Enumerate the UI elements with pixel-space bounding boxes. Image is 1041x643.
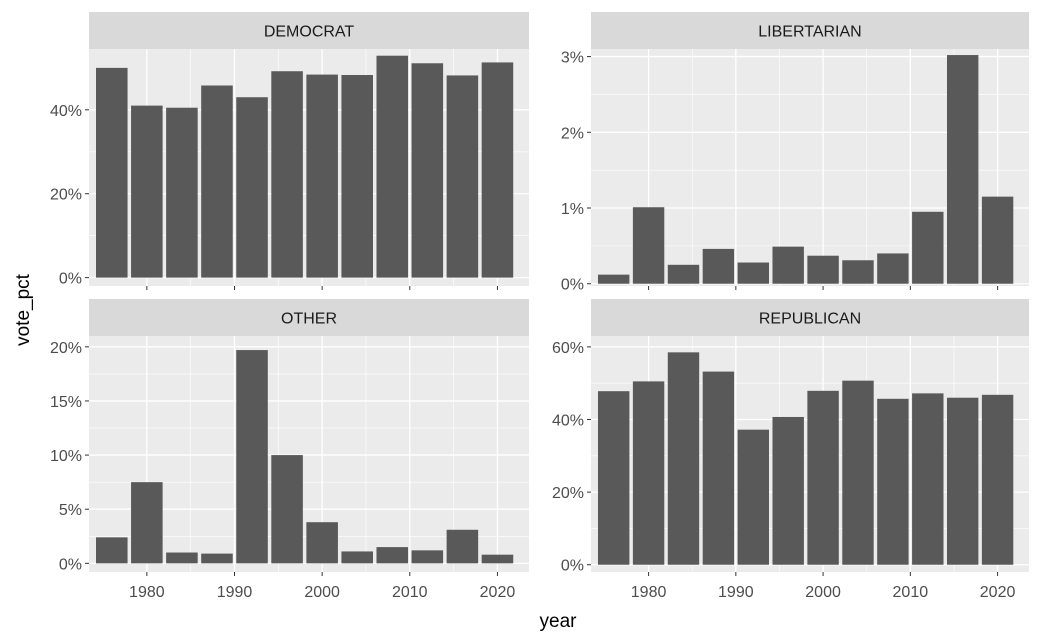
bar-other-1992 [236, 350, 268, 564]
y-tick-label-republican: 0% [561, 558, 584, 575]
bar-other-1988 [201, 553, 233, 564]
y-tick-label-other: 20% [50, 340, 82, 357]
strip-label-democrat: DEMOCRAT [264, 24, 355, 41]
x-tick-label-republican: 1990 [718, 584, 754, 601]
bar-republican-1984 [667, 352, 700, 565]
x-tick-label-republican: 1980 [631, 584, 667, 601]
bar-democrat-2000 [306, 74, 338, 278]
y-tick-label-republican: 60% [552, 340, 584, 357]
bar-democrat-1996 [271, 71, 303, 278]
bar-other-2020 [481, 554, 514, 564]
bar-republican-1996 [772, 416, 804, 565]
bar-other-2008 [376, 547, 409, 564]
bar-libertarian-1976 [597, 274, 630, 284]
x-tick-label-other: 2010 [392, 584, 428, 601]
x-tick-label-republican: 2010 [893, 584, 929, 601]
bar-libertarian-1980 [632, 207, 665, 284]
bar-libertarian-2000 [807, 255, 839, 284]
bar-libertarian-1996 [772, 246, 804, 284]
y-tick-label-libertarian: 2% [561, 125, 584, 142]
bar-democrat-2004 [341, 75, 373, 278]
bar-democrat-2012 [411, 63, 444, 278]
bar-republican-2008 [877, 398, 909, 565]
y-tick-label-republican: 40% [552, 413, 584, 430]
bar-libertarian-1992 [737, 262, 769, 284]
x-tick-label-other: 1990 [217, 584, 253, 601]
y-tick-label-libertarian: 0% [561, 277, 584, 294]
bar-libertarian-1988 [702, 248, 735, 284]
bar-libertarian-1984 [667, 264, 700, 284]
y-tick-label-other: 0% [59, 556, 82, 573]
y-tick-label-democrat: 40% [50, 103, 82, 120]
strip-democrat [89, 12, 529, 49]
bar-other-1980 [131, 482, 163, 564]
bar-republican-1980 [632, 381, 665, 565]
x-tick-label-republican: 2000 [805, 584, 841, 601]
bar-libertarian-2016 [946, 55, 979, 284]
strip-libertarian [591, 12, 1029, 49]
x-tick-label-republican: 2020 [980, 584, 1016, 601]
bar-democrat-2020 [481, 62, 514, 278]
bar-republican-1992 [737, 429, 769, 565]
bar-democrat-1984 [166, 107, 198, 278]
bar-libertarian-2012 [912, 211, 944, 284]
y-tick-label-democrat: 20% [50, 187, 82, 204]
bar-other-2016 [446, 529, 479, 564]
bar-democrat-2016 [446, 75, 479, 278]
bar-democrat-1980 [131, 105, 163, 278]
bar-other-1976 [96, 537, 128, 564]
bar-democrat-1992 [236, 97, 268, 278]
x-axis-title: year [540, 611, 578, 632]
bar-republican-2012 [912, 393, 944, 565]
bar-democrat-2008 [376, 55, 409, 278]
bar-other-2012 [411, 550, 444, 564]
bar-libertarian-2008 [877, 253, 909, 284]
x-tick-label-other: 1980 [129, 584, 165, 601]
y-axis-title: vote_pct [13, 273, 34, 346]
x-tick-label-other: 2020 [480, 584, 516, 601]
bar-republican-1988 [702, 371, 735, 565]
y-tick-label-libertarian: 1% [561, 201, 584, 218]
y-tick-label-other: 15% [50, 394, 82, 411]
bar-other-1996 [271, 455, 303, 564]
bar-republican-2016 [946, 397, 979, 565]
bar-other-2004 [341, 551, 373, 564]
bar-republican-2000 [807, 390, 839, 565]
bar-republican-2020 [981, 394, 1014, 565]
bar-libertarian-2020 [981, 196, 1014, 284]
x-tick-label-other: 2000 [304, 584, 340, 601]
strip-other [89, 299, 529, 336]
bar-democrat-1988 [201, 85, 233, 278]
bar-republican-2004 [842, 380, 874, 565]
bar-democrat-1976 [96, 67, 128, 278]
strip-label-libertarian: LIBERTARIAN [758, 24, 861, 41]
bar-other-2000 [306, 522, 338, 564]
y-tick-label-libertarian: 3% [561, 50, 584, 67]
y-tick-label-democrat: 0% [59, 271, 82, 288]
strip-label-republican: REPUBLICAN [759, 311, 861, 328]
strip-republican [591, 299, 1029, 336]
strip-label-other: OTHER [281, 311, 337, 328]
bar-republican-1976 [597, 391, 630, 565]
y-tick-label-other: 5% [59, 502, 82, 519]
y-tick-label-other: 10% [50, 448, 82, 465]
y-tick-label-republican: 20% [552, 485, 584, 502]
bar-other-1984 [166, 552, 198, 564]
bar-libertarian-2004 [842, 260, 874, 284]
